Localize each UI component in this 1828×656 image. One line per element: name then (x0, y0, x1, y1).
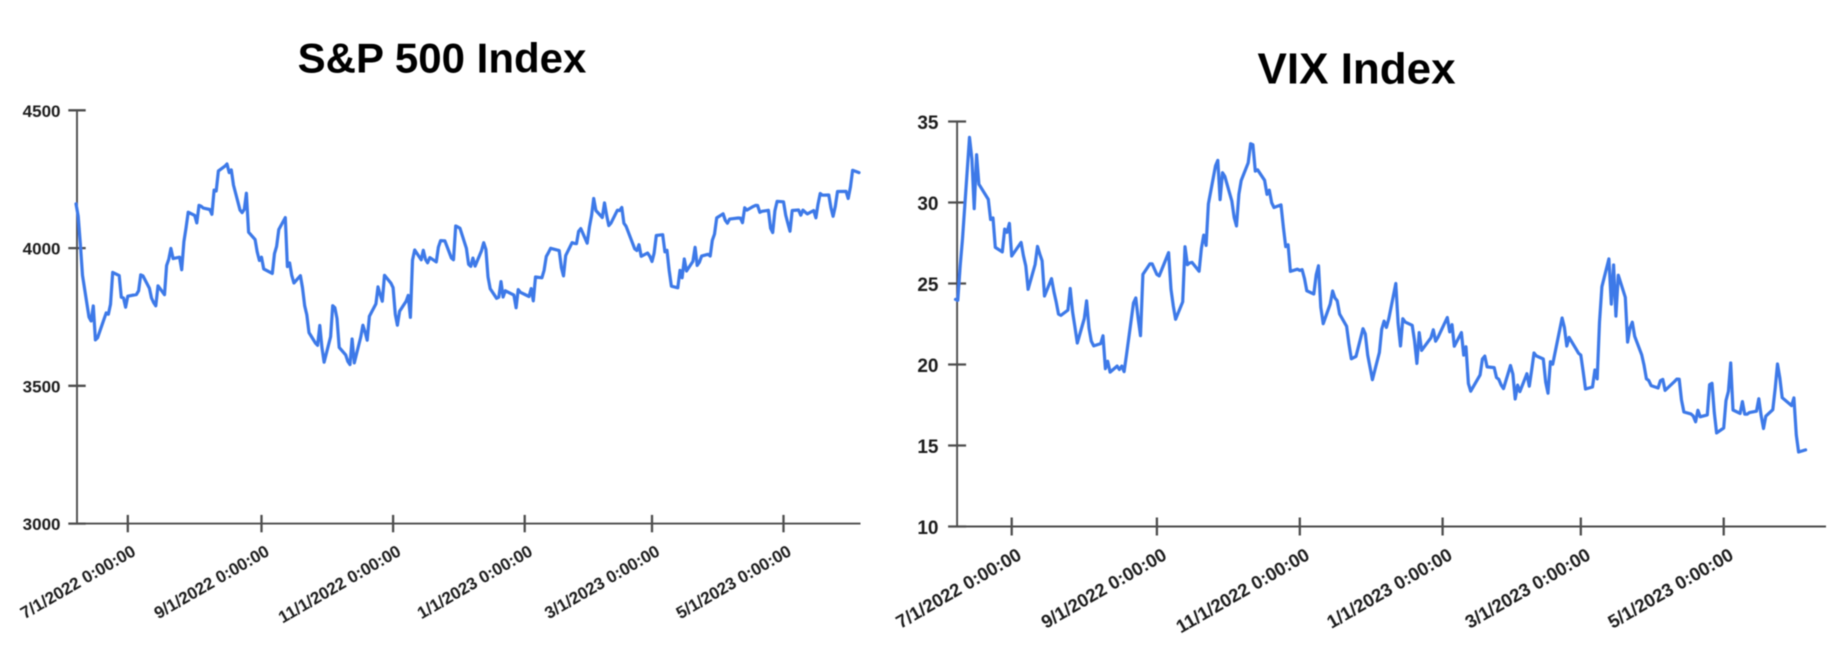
svg-text:10: 10 (917, 518, 938, 539)
svg-text:3500: 3500 (23, 377, 61, 396)
svg-text:4000: 4000 (23, 240, 61, 259)
svg-text:15: 15 (917, 437, 939, 458)
svg-text:3000: 3000 (23, 515, 61, 534)
svg-text:20: 20 (917, 356, 938, 377)
svg-text:4500: 4500 (23, 102, 61, 121)
svg-text:35: 35 (917, 113, 939, 134)
svg-text:30: 30 (917, 194, 938, 215)
svg-text:25: 25 (917, 275, 939, 296)
svg-text:VIX Index: VIX Index (1258, 45, 1457, 94)
svg-text:S&P 500 Index: S&P 500 Index (298, 35, 587, 82)
